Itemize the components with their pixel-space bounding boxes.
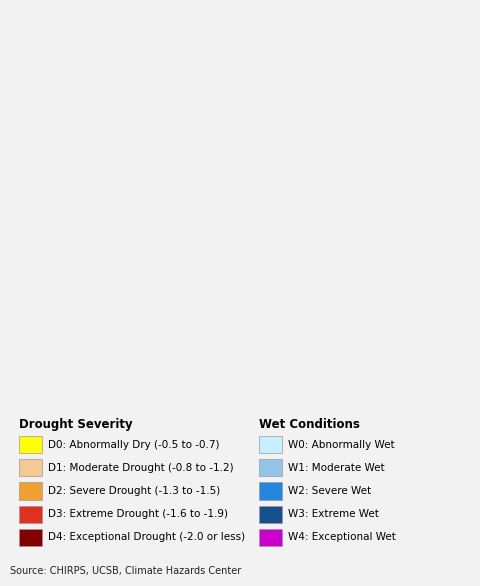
Bar <box>259 482 282 499</box>
Text: D3: Extreme Drought (-1.6 to -1.9): D3: Extreme Drought (-1.6 to -1.9) <box>48 509 228 519</box>
Text: W0: Abnormally Wet: W0: Abnormally Wet <box>288 440 395 449</box>
Bar <box>19 436 42 453</box>
Text: D4: Exceptional Drought (-2.0 or less): D4: Exceptional Drought (-2.0 or less) <box>48 532 246 542</box>
Bar <box>19 506 42 523</box>
Text: D1: Moderate Drought (-0.8 to -1.2): D1: Moderate Drought (-0.8 to -1.2) <box>48 463 234 473</box>
Bar <box>19 529 42 546</box>
Text: Wet Conditions: Wet Conditions <box>259 418 360 431</box>
Text: Drought Severity: Drought Severity <box>19 418 133 431</box>
Bar <box>19 459 42 476</box>
Text: W2: Severe Wet: W2: Severe Wet <box>288 486 372 496</box>
Text: W3: Extreme Wet: W3: Extreme Wet <box>288 509 379 519</box>
Text: W4: Exceptional Wet: W4: Exceptional Wet <box>288 532 396 542</box>
Bar <box>259 506 282 523</box>
Text: D2: Severe Drought (-1.3 to -1.5): D2: Severe Drought (-1.3 to -1.5) <box>48 486 221 496</box>
Text: Source: CHIRPS, UCSB, Climate Hazards Center: Source: CHIRPS, UCSB, Climate Hazards Ce… <box>10 566 241 577</box>
Bar <box>259 436 282 453</box>
Text: W1: Moderate Wet: W1: Moderate Wet <box>288 463 385 473</box>
Bar <box>19 482 42 499</box>
Text: D0: Abnormally Dry (-0.5 to -0.7): D0: Abnormally Dry (-0.5 to -0.7) <box>48 440 220 449</box>
Bar <box>259 459 282 476</box>
Bar <box>259 529 282 546</box>
